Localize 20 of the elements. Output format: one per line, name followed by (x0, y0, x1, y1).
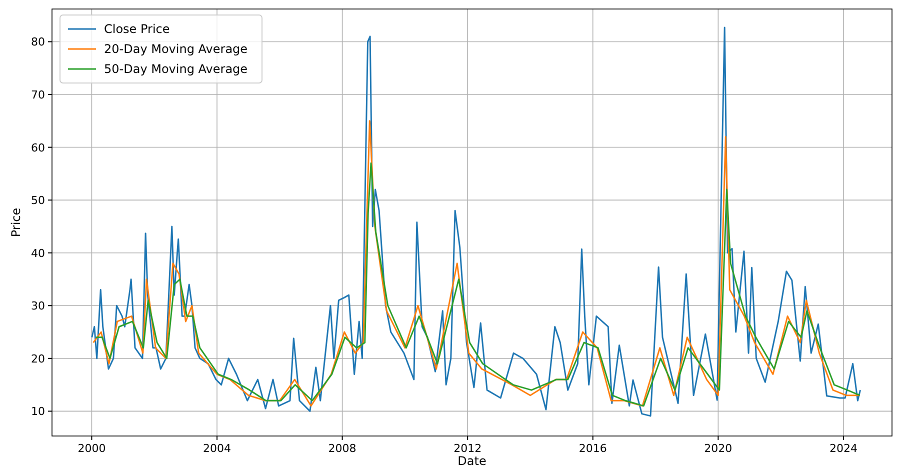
x-tick-label: 2020 (704, 442, 732, 455)
x-tick-label: 2008 (328, 442, 356, 455)
y-tick-label: 80 (31, 36, 45, 49)
y-axis-title: Price (9, 208, 23, 238)
x-axis-title: Date (458, 454, 486, 468)
x-tick-label: 2000 (78, 442, 106, 455)
legend-label: Close Price (104, 22, 170, 36)
y-tick-label: 40 (31, 246, 45, 260)
y-tick-label: 20 (31, 352, 45, 366)
x-tick-label: 2012 (454, 442, 482, 455)
legend-label: 50-Day Moving Average (104, 62, 248, 76)
x-tick-label: 2024 (829, 442, 858, 455)
legend-label: 20-Day Moving Average (104, 42, 248, 56)
y-tick-label: 30 (31, 300, 45, 313)
y-tick-label: 10 (31, 405, 45, 418)
x-tick-label: 2004 (203, 442, 231, 455)
y-tick-label: 60 (31, 141, 45, 154)
x-tick-label: 2016 (578, 442, 607, 455)
y-tick-label: 50 (31, 194, 45, 208)
y-tick-label: 70 (31, 88, 45, 102)
